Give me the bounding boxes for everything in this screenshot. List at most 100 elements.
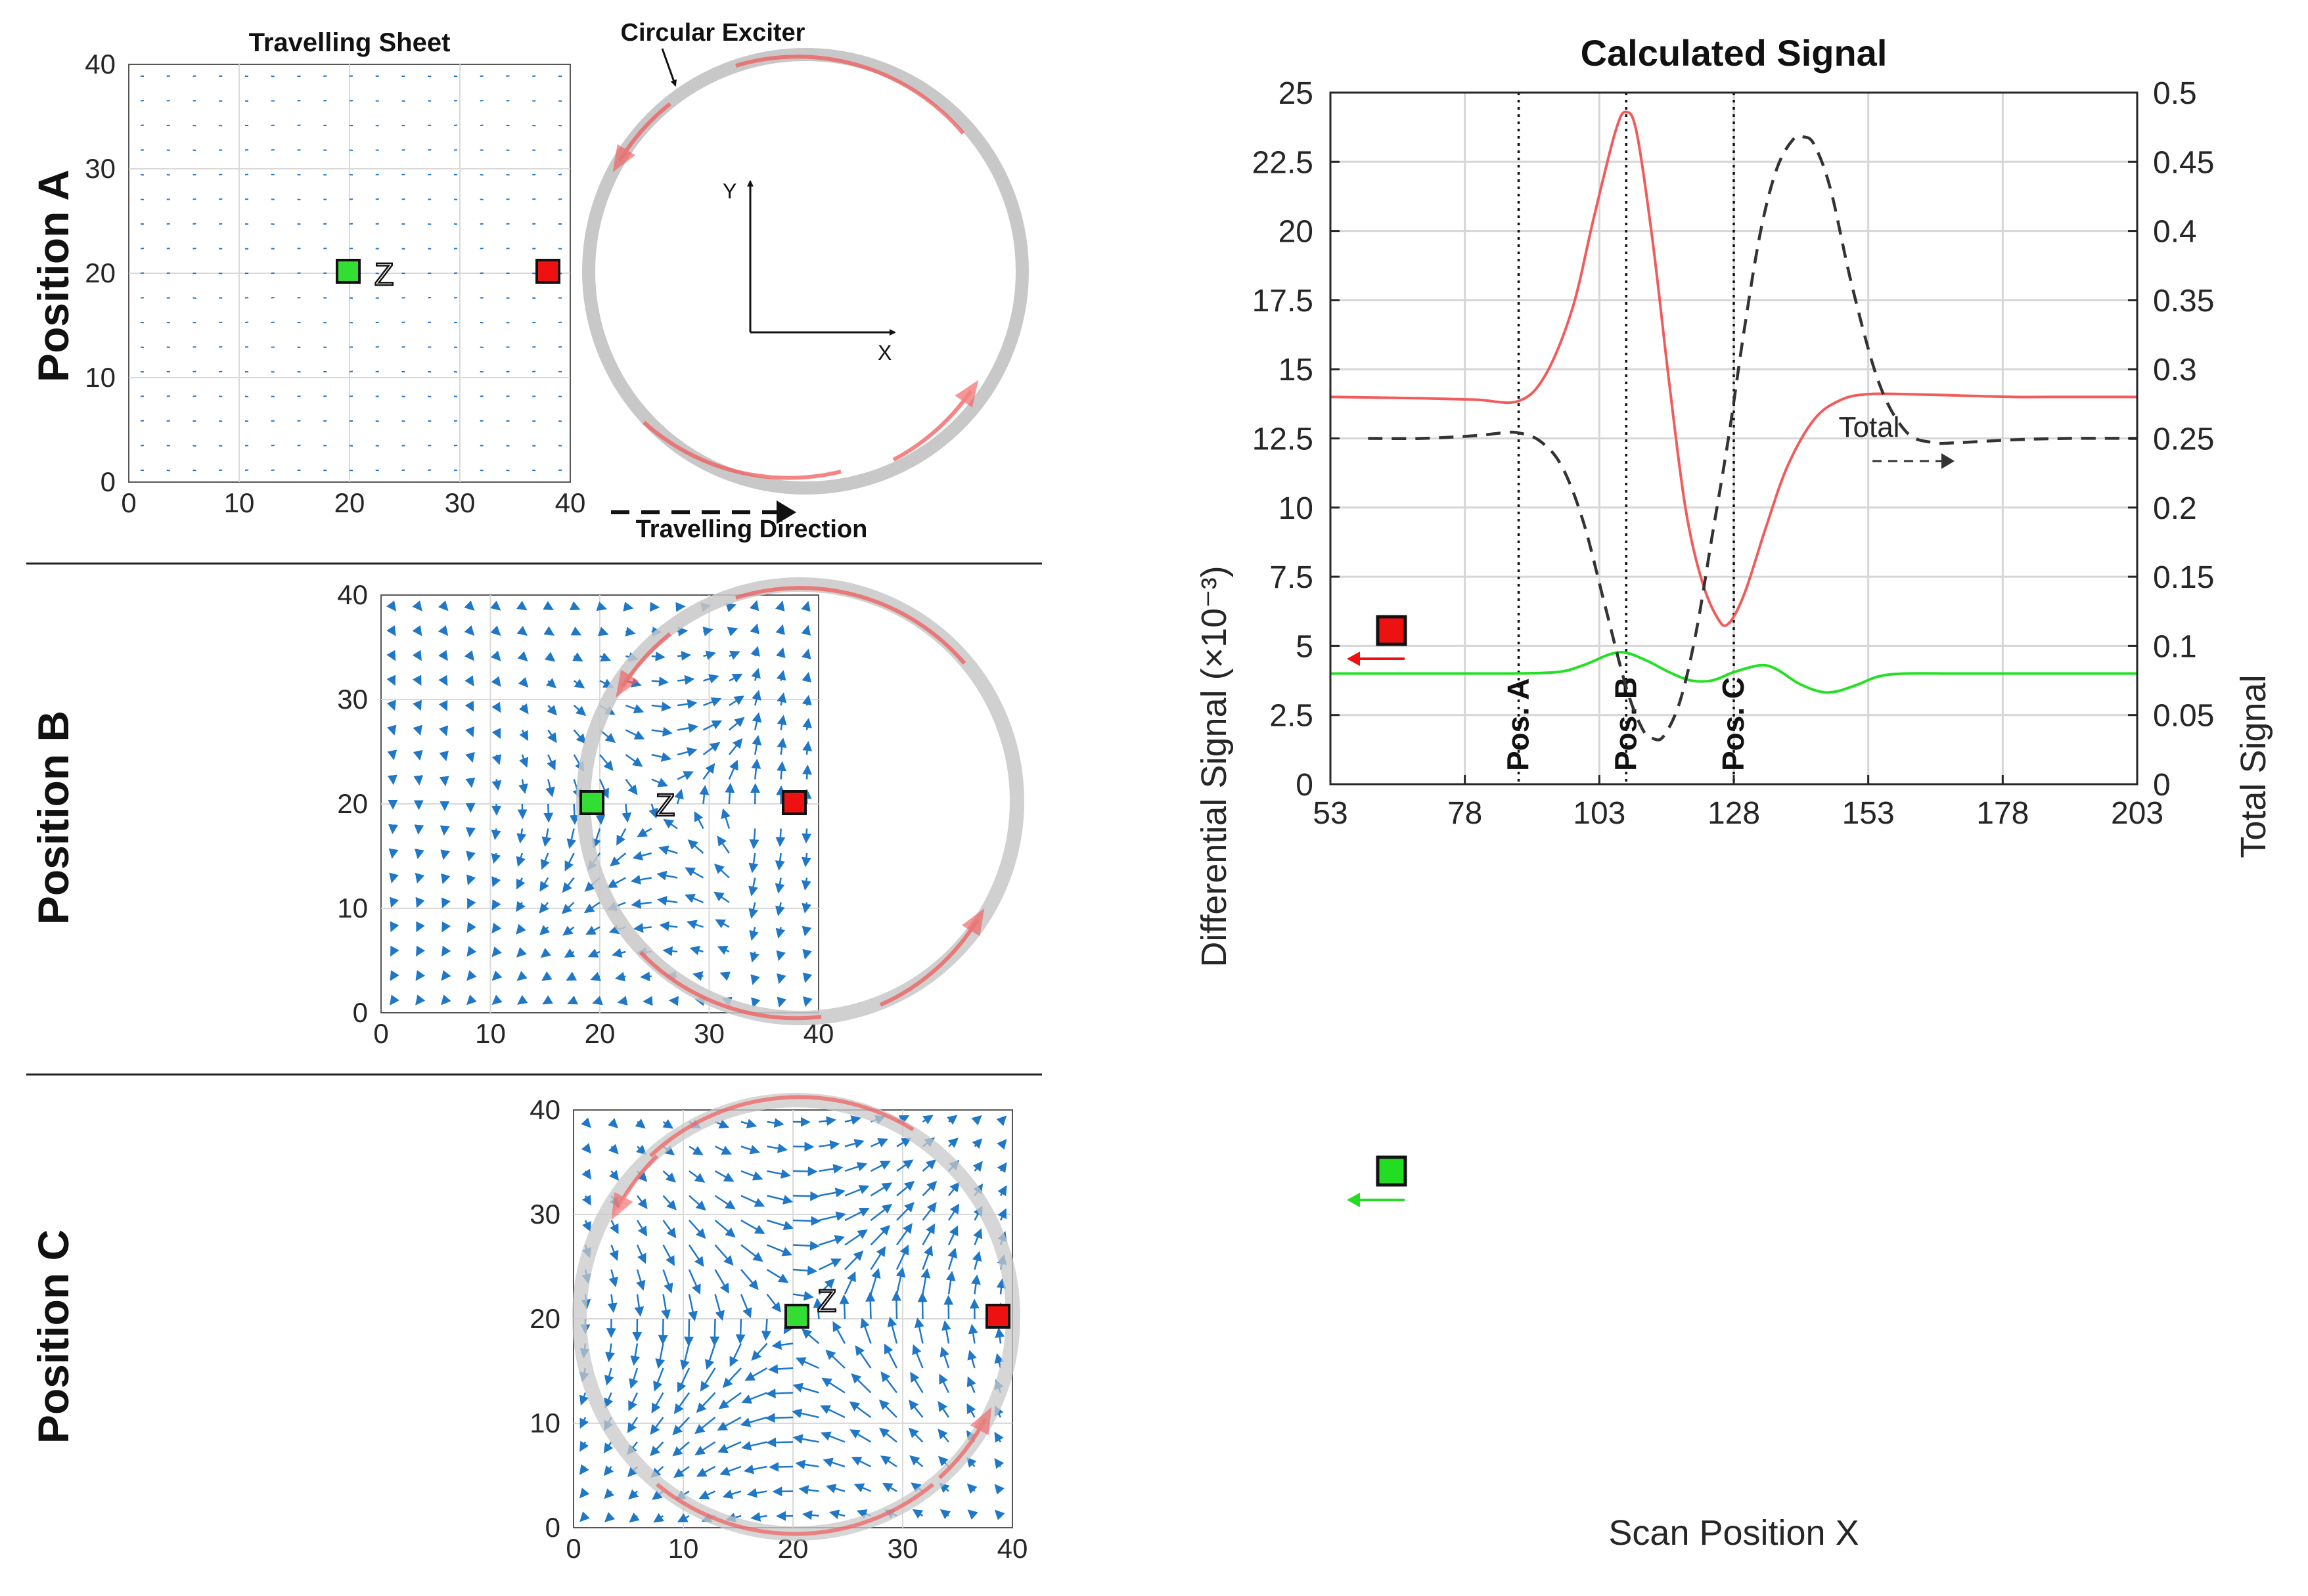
y-right-tick-label: 0.45 bbox=[2153, 145, 2214, 180]
field-vector bbox=[839, 1294, 849, 1319]
field-vector bbox=[766, 1268, 789, 1283]
field-vector bbox=[914, 1318, 924, 1344]
field-vector bbox=[651, 726, 673, 737]
field-vector bbox=[795, 1357, 820, 1369]
field-vector bbox=[659, 921, 678, 931]
field-vector bbox=[649, 602, 660, 612]
field-vector bbox=[677, 699, 698, 709]
field-vector bbox=[412, 675, 422, 686]
field-vector bbox=[971, 1115, 982, 1126]
field-vector bbox=[491, 970, 503, 981]
field-vector bbox=[741, 1392, 767, 1404]
field-vector bbox=[972, 1161, 984, 1172]
quiver-title: Travelling Sheet bbox=[249, 28, 451, 57]
field-vector bbox=[672, 1417, 690, 1436]
field-vector bbox=[802, 694, 812, 706]
field-vector bbox=[844, 1185, 870, 1197]
field-vector bbox=[439, 750, 449, 762]
field-vector bbox=[677, 771, 694, 780]
field-vector bbox=[386, 699, 396, 711]
field-vector bbox=[870, 1182, 893, 1197]
field-vector bbox=[687, 920, 704, 929]
field-vector bbox=[629, 1512, 640, 1523]
field-vector bbox=[635, 1119, 646, 1129]
field-vector bbox=[849, 1429, 872, 1443]
field-vector bbox=[776, 647, 786, 659]
field-vector bbox=[802, 741, 813, 755]
field-vector bbox=[579, 1464, 589, 1475]
field-vector bbox=[668, 996, 679, 1006]
field-vector bbox=[775, 624, 785, 635]
field-vector bbox=[545, 779, 555, 797]
field-vector bbox=[491, 994, 503, 1005]
field-vector bbox=[610, 853, 627, 867]
y-right-tick-label: 0.25 bbox=[2153, 422, 2214, 457]
y-right-tick-label: 0 bbox=[2153, 768, 2171, 803]
y-right-tick-label: 0.05 bbox=[2153, 699, 2214, 734]
field-vector bbox=[464, 625, 475, 636]
field-vector bbox=[917, 1292, 928, 1319]
field-vector bbox=[516, 971, 528, 981]
field-vector bbox=[579, 1417, 589, 1429]
field-vector bbox=[677, 650, 692, 661]
field-vector bbox=[651, 701, 672, 712]
field-vector bbox=[728, 738, 743, 755]
field-vector bbox=[688, 1294, 698, 1321]
x-tick-label: 178 bbox=[1976, 796, 2029, 831]
field-vector bbox=[729, 1342, 742, 1367]
field-vector bbox=[662, 1244, 675, 1266]
field-vector bbox=[767, 1168, 791, 1179]
field-vector bbox=[604, 1367, 614, 1386]
field-vector bbox=[740, 1145, 761, 1155]
field-vector bbox=[609, 1170, 620, 1181]
green-sensor-marker-c bbox=[784, 1304, 809, 1329]
field-vector bbox=[922, 1245, 934, 1270]
field-vector bbox=[625, 778, 638, 795]
quiver-x-tick: 30 bbox=[445, 487, 476, 518]
field-vector bbox=[694, 1441, 716, 1455]
field-vector bbox=[412, 650, 422, 661]
field-vector bbox=[441, 897, 451, 908]
field-vector bbox=[766, 1437, 794, 1448]
field-vector bbox=[844, 1115, 861, 1125]
field-vector bbox=[832, 1321, 846, 1344]
field-vector bbox=[749, 927, 759, 941]
y-right-tick-label: 0.15 bbox=[2153, 560, 2214, 595]
field-vector bbox=[973, 1228, 983, 1245]
field-vector bbox=[689, 1170, 706, 1183]
field-vector bbox=[627, 1417, 639, 1434]
x-tick-label: 78 bbox=[1447, 796, 1482, 831]
field-vector bbox=[566, 828, 577, 849]
field-vector bbox=[740, 1195, 765, 1207]
field-vector bbox=[416, 921, 425, 933]
field-vector bbox=[820, 1405, 846, 1419]
y-left-tick-label: 10 bbox=[1278, 491, 1313, 526]
field-vector bbox=[748, 877, 758, 897]
field-vector bbox=[818, 1258, 842, 1271]
field-vector bbox=[390, 897, 399, 908]
y-axis-label: Y bbox=[723, 179, 736, 203]
field-vector bbox=[466, 970, 477, 981]
field-vector bbox=[994, 1353, 1005, 1369]
field-vector bbox=[516, 877, 526, 890]
field-vector bbox=[947, 1138, 959, 1148]
field-vector bbox=[415, 897, 425, 908]
field-vector bbox=[491, 779, 502, 791]
field-vector bbox=[587, 948, 600, 958]
field-vector bbox=[625, 704, 645, 714]
field-vector bbox=[438, 625, 449, 636]
y-left-tick-label: 22.5 bbox=[1252, 145, 1313, 180]
field-vector bbox=[650, 1441, 664, 1457]
field-vector bbox=[491, 676, 501, 687]
field-vector bbox=[996, 1278, 1007, 1295]
field-vector bbox=[596, 601, 608, 611]
z-label-c: Z bbox=[817, 1284, 836, 1319]
field-vector bbox=[802, 902, 811, 914]
field-vector bbox=[673, 1392, 690, 1415]
field-vector bbox=[870, 1224, 890, 1246]
field-vector bbox=[608, 1143, 619, 1155]
green-sensor-legend-marker bbox=[1376, 1155, 1407, 1187]
field-vector bbox=[767, 1195, 794, 1205]
field-vector bbox=[582, 1220, 591, 1232]
